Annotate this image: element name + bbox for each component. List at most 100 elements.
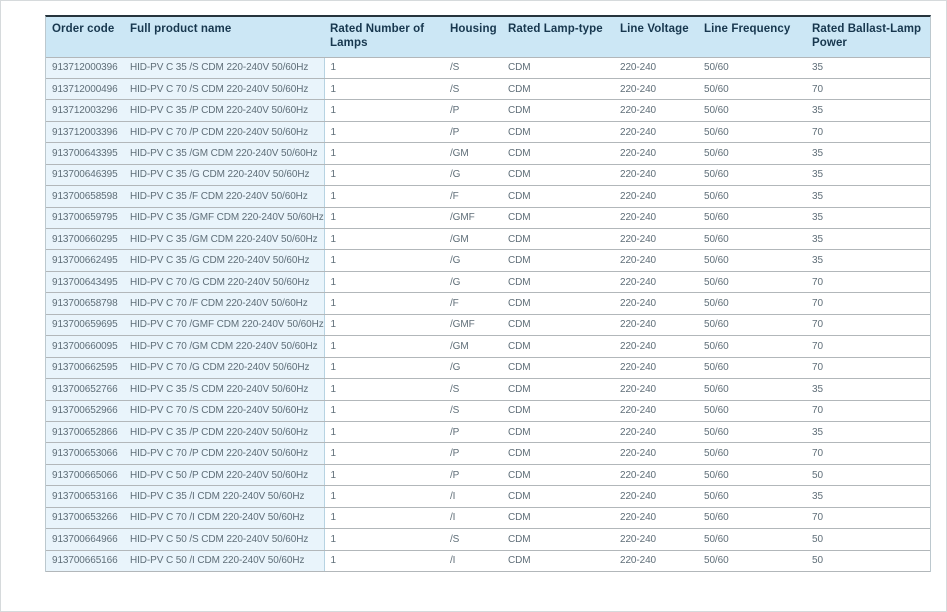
cell-rated_number_of_lamps: 1 (324, 57, 444, 79)
cell-line_frequency: 50/60 (698, 550, 806, 573)
cell-line_frequency: 50/60 (698, 507, 806, 530)
cell-rated_lamp_type: CDM (502, 249, 614, 272)
table-row: 913700659695 HID-PV C 70 /GMF CDM 220-240… (46, 314, 930, 337)
cell-housing: /S (444, 400, 502, 422)
table-body: 913712000396 HID-PV C 35 /S CDM 220-240V … (46, 57, 930, 573)
cell-housing: /S (444, 528, 502, 551)
table-row: 913700662495 HID-PV C 35 /G CDM 220-240V … (46, 249, 930, 272)
cell-line_voltage: 220-240 (614, 207, 698, 230)
cell-rated_ballast_lamp_power: 35 (806, 378, 930, 401)
cell-rated_number_of_lamps: 1 (324, 121, 444, 144)
cell-full_product_name: HID-PV C 70 /I CDM 220-240V 50/60Hz (124, 507, 325, 530)
cell-housing: /GM (444, 335, 502, 358)
cell-line_frequency: 50/60 (698, 142, 806, 165)
cell-rated_ballast_lamp_power: 70 (806, 292, 930, 315)
cell-full_product_name: HID-PV C 35 /G CDM 220-240V 50/60Hz (124, 164, 325, 187)
cell-housing: /F (444, 185, 502, 208)
cell-rated_ballast_lamp_power: 70 (806, 400, 930, 422)
cell-line_voltage: 220-240 (614, 271, 698, 294)
cell-rated_number_of_lamps: 1 (324, 378, 444, 401)
cell-full_product_name: HID-PV C 50 /P CDM 220-240V 50/60Hz (124, 464, 325, 487)
cell-rated_lamp_type: CDM (502, 207, 614, 230)
cell-housing: /G (444, 357, 502, 380)
cell-rated_ballast_lamp_power: 35 (806, 99, 930, 122)
table-row: 913700653166 HID-PV C 35 /I CDM 220-240V … (46, 485, 930, 508)
cell-housing: /F (444, 292, 502, 315)
cell-rated_number_of_lamps: 1 (324, 99, 444, 122)
cell-order_code: 913700653266 (46, 507, 124, 530)
cell-housing: /S (444, 378, 502, 401)
cell-line_frequency: 50/60 (698, 335, 806, 358)
cell-line_voltage: 220-240 (614, 185, 698, 208)
cell-rated_lamp_type: CDM (502, 185, 614, 208)
cell-rated_lamp_type: CDM (502, 57, 614, 79)
cell-rated_number_of_lamps: 1 (324, 335, 444, 358)
cell-order_code: 913700653066 (46, 442, 124, 465)
cell-order_code: 913700664966 (46, 528, 124, 551)
cell-full_product_name: HID-PV C 35 /S CDM 220-240V 50/60Hz (124, 57, 325, 79)
cell-rated_lamp_type: CDM (502, 142, 614, 165)
cell-full_product_name: HID-PV C 50 /I CDM 220-240V 50/60Hz (124, 550, 325, 573)
cell-rated_number_of_lamps: 1 (324, 164, 444, 187)
column-header-rated_number_of_lamps: Rated Number of Lamps (324, 17, 444, 58)
cell-housing: /G (444, 249, 502, 272)
table-row: 913700652966 HID-PV C 70 /S CDM 220-240V … (46, 400, 930, 422)
cell-rated_lamp_type: CDM (502, 292, 614, 315)
cell-line_voltage: 220-240 (614, 528, 698, 551)
cell-full_product_name: HID-PV C 70 /P CDM 220-240V 50/60Hz (124, 442, 325, 465)
cell-order_code: 913700643395 (46, 142, 124, 165)
cell-rated_number_of_lamps: 1 (324, 421, 444, 444)
cell-order_code: 913712003296 (46, 99, 124, 122)
cell-order_code: 913700652966 (46, 400, 124, 422)
cell-line_frequency: 50/60 (698, 249, 806, 272)
cell-rated_number_of_lamps: 1 (324, 228, 444, 251)
cell-full_product_name: HID-PV C 35 /I CDM 220-240V 50/60Hz (124, 485, 325, 508)
cell-line_frequency: 50/60 (698, 485, 806, 508)
cell-full_product_name: HID-PV C 70 /GM CDM 220-240V 50/60Hz (124, 335, 325, 358)
cell-line_frequency: 50/60 (698, 464, 806, 487)
cell-rated_lamp_type: CDM (502, 550, 614, 573)
product-table: Order code Full product name Rated Number … (46, 17, 930, 573)
cell-line_voltage: 220-240 (614, 335, 698, 358)
column-header-line_frequency: Line Frequency (698, 17, 806, 58)
cell-rated_lamp_type: CDM (502, 164, 614, 187)
cell-line_frequency: 50/60 (698, 314, 806, 337)
table-row: 913700665166 HID-PV C 50 /I CDM 220-240V … (46, 550, 930, 573)
column-header-housing: Housing (444, 17, 502, 58)
cell-order_code: 913700662595 (46, 357, 124, 380)
cell-rated_ballast_lamp_power: 35 (806, 228, 930, 251)
cell-rated_lamp_type: CDM (502, 464, 614, 487)
cell-line_voltage: 220-240 (614, 550, 698, 573)
cell-rated_lamp_type: CDM (502, 314, 614, 337)
table-row: 913700660095 HID-PV C 70 /GM CDM 220-240V… (46, 335, 930, 358)
cell-order_code: 913700658798 (46, 292, 124, 315)
cell-line_frequency: 50/60 (698, 378, 806, 401)
cell-order_code: 913700653166 (46, 485, 124, 508)
column-header-full_product_name: Full product name (124, 17, 324, 58)
cell-rated_number_of_lamps: 1 (324, 314, 444, 337)
cell-line_voltage: 220-240 (614, 249, 698, 272)
cell-order_code: 913700662495 (46, 249, 124, 272)
cell-line_frequency: 50/60 (698, 357, 806, 380)
cell-line_frequency: 50/60 (698, 78, 806, 101)
cell-full_product_name: HID-PV C 70 /S CDM 220-240V 50/60Hz (124, 400, 325, 422)
cell-line_voltage: 220-240 (614, 142, 698, 165)
cell-line_frequency: 50/60 (698, 228, 806, 251)
cell-full_product_name: HID-PV C 70 /F CDM 220-240V 50/60Hz (124, 292, 325, 315)
cell-full_product_name: HID-PV C 35 /G CDM 220-240V 50/60Hz (124, 249, 325, 272)
cell-full_product_name: HID-PV C 35 /GM CDM 220-240V 50/60Hz (124, 228, 325, 251)
cell-line_frequency: 50/60 (698, 271, 806, 294)
cell-rated_lamp_type: CDM (502, 421, 614, 444)
cell-order_code: 913700660295 (46, 228, 124, 251)
table-row: 913700652766 HID-PV C 35 /S CDM 220-240V … (46, 378, 930, 401)
column-header-order_code: Order code (46, 17, 124, 58)
cell-rated_number_of_lamps: 1 (324, 528, 444, 551)
cell-order_code: 913700665166 (46, 550, 124, 573)
table-row: 913700660295 HID-PV C 35 /GM CDM 220-240V… (46, 228, 930, 251)
table-row: 913712003296 HID-PV C 35 /P CDM 220-240V … (46, 99, 930, 122)
cell-rated_ballast_lamp_power: 35 (806, 57, 930, 79)
cell-line_voltage: 220-240 (614, 78, 698, 101)
cell-rated_number_of_lamps: 1 (324, 249, 444, 272)
cell-rated_lamp_type: CDM (502, 400, 614, 422)
